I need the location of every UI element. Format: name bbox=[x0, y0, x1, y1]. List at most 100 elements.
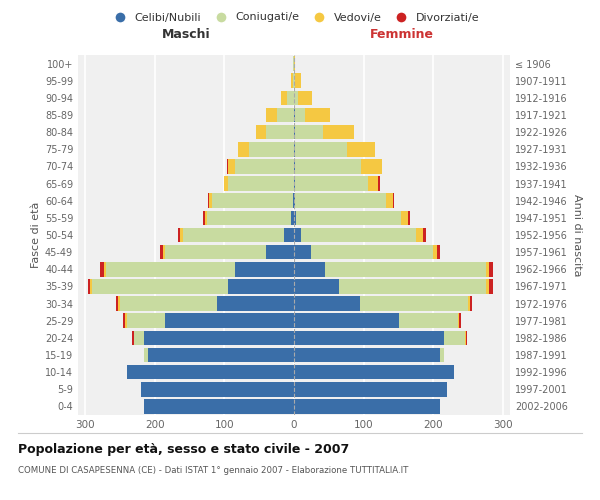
Bar bbox=[295, 194, 386, 208]
Bar bbox=[178, 228, 181, 242]
Bar bbox=[466, 330, 467, 345]
Bar bbox=[294, 348, 440, 362]
Bar bbox=[339, 279, 485, 293]
Bar bbox=[116, 296, 118, 311]
Bar bbox=[398, 314, 458, 328]
Bar bbox=[401, 210, 407, 225]
Bar bbox=[360, 296, 468, 311]
Bar bbox=[144, 399, 294, 413]
Bar bbox=[294, 108, 295, 122]
Bar bbox=[294, 262, 325, 276]
Bar bbox=[386, 194, 393, 208]
Bar bbox=[294, 142, 295, 156]
Bar bbox=[468, 296, 470, 311]
Bar bbox=[295, 125, 323, 140]
Bar bbox=[134, 330, 144, 345]
Y-axis label: Fasce di età: Fasce di età bbox=[31, 202, 41, 268]
Bar bbox=[295, 159, 361, 174]
Bar bbox=[294, 279, 339, 293]
Bar bbox=[416, 228, 423, 242]
Bar bbox=[294, 210, 296, 225]
Bar bbox=[293, 74, 294, 88]
Bar bbox=[295, 176, 368, 191]
Bar bbox=[294, 365, 454, 380]
Legend: Celibi/Nubili, Coniugati/e, Vedovi/e, Divorziati/e: Celibi/Nubili, Coniugati/e, Vedovi/e, Di… bbox=[104, 8, 484, 27]
Bar bbox=[485, 262, 489, 276]
Bar bbox=[118, 296, 120, 311]
Bar bbox=[120, 296, 217, 311]
Bar bbox=[290, 74, 293, 88]
Bar bbox=[203, 210, 205, 225]
Bar bbox=[459, 314, 461, 328]
Bar bbox=[287, 90, 294, 105]
Bar bbox=[217, 296, 294, 311]
Bar bbox=[266, 245, 294, 260]
Bar bbox=[281, 90, 287, 105]
Bar bbox=[295, 108, 305, 122]
Bar bbox=[212, 194, 293, 208]
Bar bbox=[294, 399, 440, 413]
Bar bbox=[293, 194, 294, 208]
Bar bbox=[295, 142, 347, 156]
Bar bbox=[207, 210, 290, 225]
Bar bbox=[235, 262, 294, 276]
Bar bbox=[323, 125, 354, 140]
Bar bbox=[160, 245, 163, 260]
Bar bbox=[165, 314, 294, 328]
Bar bbox=[238, 142, 249, 156]
Bar bbox=[465, 330, 466, 345]
Bar bbox=[228, 176, 294, 191]
Bar bbox=[266, 108, 277, 122]
Bar bbox=[144, 330, 294, 345]
Bar bbox=[294, 228, 301, 242]
Bar bbox=[295, 74, 301, 88]
Bar bbox=[182, 228, 284, 242]
Bar bbox=[249, 142, 294, 156]
Bar bbox=[284, 228, 294, 242]
Bar bbox=[294, 74, 295, 88]
Bar bbox=[235, 159, 294, 174]
Bar bbox=[163, 245, 165, 260]
Bar bbox=[209, 194, 212, 208]
Bar bbox=[144, 348, 148, 362]
Bar bbox=[305, 108, 329, 122]
Bar bbox=[368, 176, 379, 191]
Bar bbox=[141, 382, 294, 396]
Bar bbox=[294, 90, 298, 105]
Bar bbox=[227, 159, 228, 174]
Bar bbox=[224, 176, 228, 191]
Bar bbox=[90, 279, 92, 293]
Bar bbox=[181, 228, 182, 242]
Bar bbox=[256, 125, 266, 140]
Bar bbox=[100, 262, 104, 276]
Bar bbox=[104, 262, 106, 276]
Bar bbox=[294, 56, 295, 71]
Text: COMUNE DI CASAPESENNA (CE) - Dati ISTAT 1° gennaio 2007 - Elaborazione TUTTITALI: COMUNE DI CASAPESENNA (CE) - Dati ISTAT … bbox=[18, 466, 409, 475]
Bar bbox=[148, 348, 294, 362]
Bar bbox=[208, 194, 209, 208]
Bar bbox=[294, 159, 295, 174]
Bar bbox=[205, 210, 207, 225]
Bar bbox=[311, 245, 433, 260]
Bar bbox=[88, 279, 90, 293]
Bar bbox=[407, 210, 410, 225]
Bar bbox=[294, 194, 295, 208]
Bar bbox=[301, 228, 416, 242]
Bar bbox=[165, 245, 266, 260]
Bar bbox=[294, 125, 295, 140]
Bar bbox=[228, 279, 294, 293]
Bar bbox=[92, 279, 228, 293]
Bar bbox=[489, 279, 493, 293]
Bar bbox=[294, 382, 447, 396]
Bar bbox=[379, 176, 380, 191]
Bar bbox=[228, 159, 235, 174]
Bar bbox=[361, 159, 382, 174]
Bar bbox=[393, 194, 394, 208]
Bar bbox=[266, 125, 294, 140]
Bar bbox=[277, 108, 294, 122]
Bar bbox=[433, 245, 437, 260]
Bar bbox=[437, 245, 440, 260]
Bar bbox=[294, 314, 398, 328]
Bar bbox=[458, 314, 459, 328]
Bar bbox=[325, 262, 485, 276]
